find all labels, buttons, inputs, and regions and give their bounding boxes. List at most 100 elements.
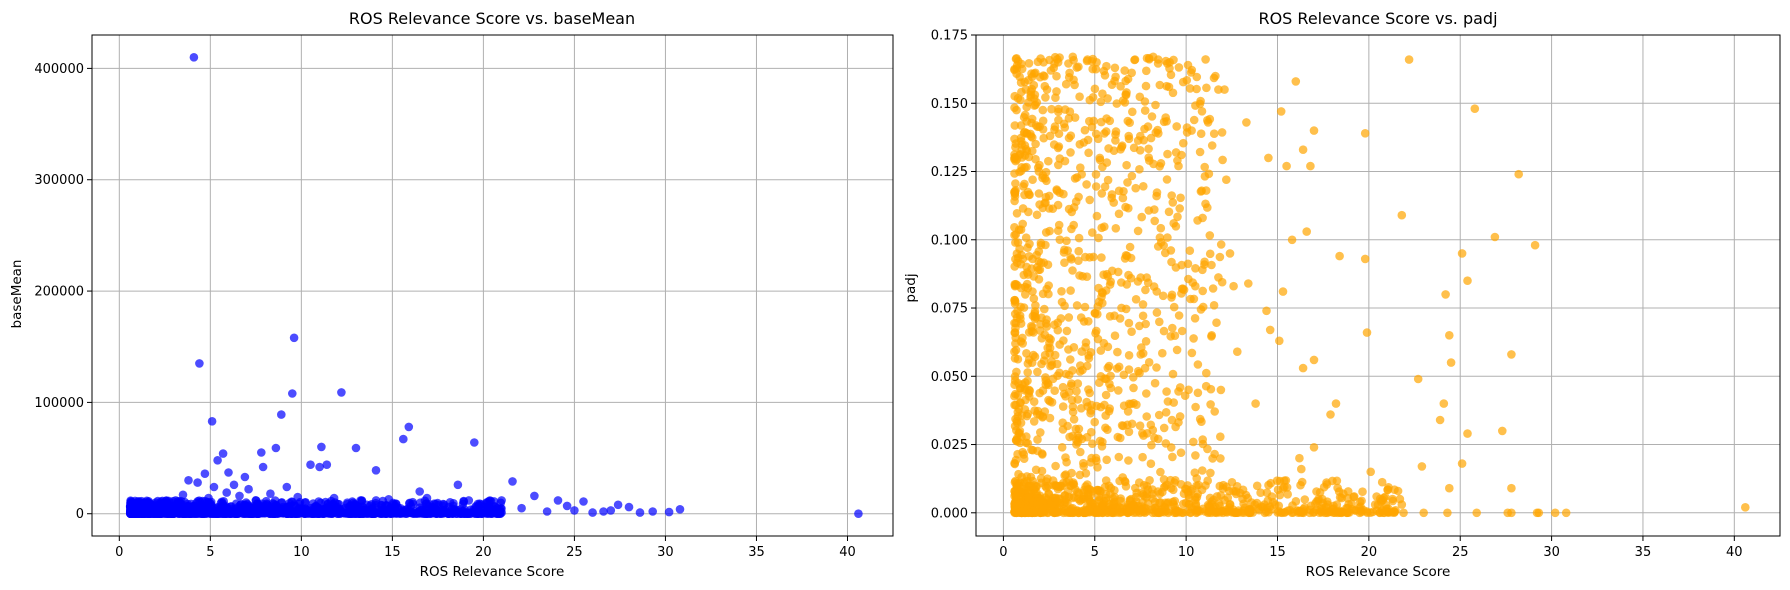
scatter-point bbox=[1062, 236, 1071, 246]
scatter-point bbox=[1202, 83, 1211, 93]
scatter-point bbox=[1187, 485, 1197, 494]
scatter-point bbox=[1045, 131, 1055, 141]
scatter-point bbox=[1124, 131, 1133, 141]
scatter-point bbox=[1079, 488, 1088, 498]
scatter-point bbox=[1091, 170, 1101, 179]
scatter-point bbox=[171, 496, 180, 505]
scatter-point bbox=[324, 499, 333, 508]
scatter-point bbox=[422, 493, 432, 503]
scatter-point bbox=[1124, 270, 1133, 280]
scatter-point bbox=[1275, 336, 1284, 346]
scatter-point bbox=[1215, 481, 1225, 491]
scatter-point bbox=[1011, 389, 1020, 399]
scatter-point bbox=[137, 496, 146, 506]
scatter-point bbox=[1014, 469, 1023, 479]
scatter-point bbox=[1309, 443, 1319, 452]
scatter-point bbox=[1118, 193, 1128, 203]
scatter-point bbox=[1066, 148, 1075, 157]
scatter-point bbox=[1205, 502, 1214, 511]
scatter-point bbox=[664, 507, 674, 517]
scatter-point bbox=[1166, 483, 1176, 493]
scatter-point bbox=[1192, 84, 1201, 94]
scatter-point bbox=[1086, 348, 1096, 357]
scatter-point bbox=[1150, 216, 1159, 226]
scatter-point bbox=[1140, 106, 1150, 115]
scatter-point bbox=[1162, 387, 1171, 396]
left-x-tick-label: 10 bbox=[293, 545, 310, 560]
scatter-point bbox=[1530, 240, 1540, 250]
scatter-point bbox=[1172, 345, 1182, 355]
right-chart: ROS Relevance Score vs. padj 0 5 10 15 20 25 3… bbox=[903, 9, 1781, 580]
scatter-point bbox=[1169, 302, 1179, 312]
scatter-point bbox=[1173, 212, 1182, 222]
scatter-point bbox=[1339, 489, 1348, 499]
scatter-point bbox=[570, 506, 579, 515]
scatter-point bbox=[1333, 508, 1343, 518]
scatter-point bbox=[126, 496, 135, 506]
scatter-point bbox=[1011, 254, 1020, 264]
scatter-point bbox=[1217, 128, 1227, 137]
scatter-point bbox=[1264, 153, 1273, 163]
scatter-point bbox=[1147, 112, 1157, 121]
scatter-point bbox=[1067, 224, 1076, 234]
scatter-point bbox=[1104, 144, 1113, 153]
scatter-point bbox=[1399, 508, 1408, 518]
scatter-point bbox=[1024, 493, 1033, 502]
scatter-point bbox=[1020, 163, 1029, 172]
scatter-point bbox=[127, 508, 137, 518]
scatter-point bbox=[1058, 402, 1068, 411]
scatter-point bbox=[1331, 399, 1341, 408]
scatter-point bbox=[444, 502, 454, 512]
scatter-point bbox=[1128, 107, 1137, 117]
scatter-point bbox=[1066, 253, 1075, 262]
scatter-point bbox=[1246, 507, 1255, 517]
scatter-point bbox=[1099, 270, 1108, 280]
scatter-point bbox=[1024, 251, 1034, 261]
scatter-point bbox=[1012, 209, 1022, 218]
scatter-point bbox=[517, 503, 526, 513]
scatter-point bbox=[1197, 417, 1206, 427]
scatter-point bbox=[1038, 507, 1047, 516]
scatter-point bbox=[1011, 156, 1020, 166]
right-x-tick-label: 30 bbox=[1543, 545, 1560, 560]
scatter-point bbox=[1164, 207, 1174, 217]
scatter-point bbox=[1127, 327, 1136, 337]
scatter-point bbox=[317, 507, 327, 516]
scatter-point bbox=[1136, 273, 1145, 282]
scatter-point bbox=[1112, 364, 1122, 373]
scatter-point bbox=[1105, 379, 1114, 389]
scatter-point bbox=[1183, 60, 1193, 70]
scatter-point bbox=[1435, 415, 1445, 425]
scatter-point bbox=[1470, 104, 1480, 113]
scatter-point bbox=[1023, 368, 1032, 377]
scatter-point bbox=[1101, 390, 1111, 400]
scatter-point bbox=[1121, 304, 1131, 314]
scatter-point bbox=[1300, 495, 1310, 504]
scatter-point bbox=[1362, 328, 1372, 337]
scatter-point bbox=[1472, 508, 1481, 518]
scatter-point bbox=[1031, 465, 1041, 475]
scatter-point bbox=[1076, 447, 1085, 457]
scatter-point bbox=[1103, 363, 1113, 373]
scatter-point bbox=[1135, 505, 1144, 514]
scatter-point bbox=[1110, 63, 1120, 73]
scatter-point bbox=[562, 501, 572, 511]
scatter-point bbox=[1282, 161, 1291, 171]
scatter-point bbox=[599, 507, 608, 516]
scatter-point bbox=[1010, 223, 1019, 232]
scatter-point bbox=[282, 509, 292, 518]
scatter-point bbox=[1122, 280, 1132, 289]
scatter-point bbox=[464, 496, 474, 505]
scatter-point bbox=[1142, 412, 1151, 421]
scatter-point bbox=[337, 388, 346, 397]
scatter-point bbox=[1206, 468, 1215, 478]
scatter-point bbox=[1360, 129, 1370, 138]
scatter-point bbox=[1193, 505, 1202, 514]
scatter-point bbox=[1080, 302, 1090, 312]
scatter-point bbox=[1163, 397, 1173, 406]
scatter-point bbox=[1111, 224, 1121, 233]
scatter-point bbox=[1113, 347, 1122, 357]
scatter-point bbox=[1079, 461, 1088, 471]
scatter-point bbox=[1164, 82, 1174, 92]
scatter-point bbox=[270, 508, 279, 518]
